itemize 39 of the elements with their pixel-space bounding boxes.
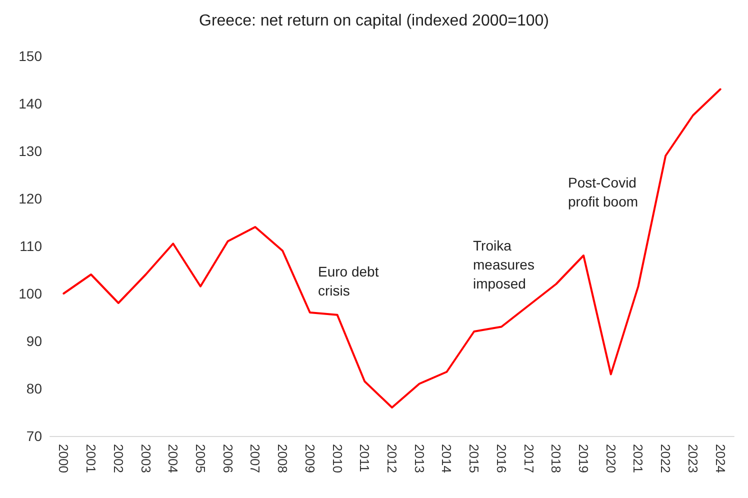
x-tick-label: 2003 bbox=[138, 444, 154, 473]
x-tick-label: 2021 bbox=[630, 444, 646, 473]
x-tick-label: 2020 bbox=[603, 444, 618, 473]
x-tick-label: 2023 bbox=[685, 444, 700, 473]
x-tick-label: 2010 bbox=[330, 444, 345, 473]
y-tick-label: 150 bbox=[18, 48, 42, 64]
x-tick-label: 2024 bbox=[712, 444, 728, 473]
x-tick-label: 2013 bbox=[412, 444, 427, 473]
x-tick-label: 2012 bbox=[384, 444, 400, 473]
x-tick-label: 2004 bbox=[166, 444, 181, 473]
y-tick-label: 100 bbox=[18, 286, 42, 302]
annotation: Troika measures imposed bbox=[473, 238, 534, 292]
x-tick-label: 2019 bbox=[576, 444, 592, 473]
x-tick-label: 2006 bbox=[220, 444, 236, 473]
x-tick-label: 2000 bbox=[56, 444, 72, 473]
x-tick-label: 2007 bbox=[248, 444, 263, 473]
x-tick-label: 2005 bbox=[192, 444, 208, 473]
annotation: Euro debt crisis bbox=[318, 264, 379, 298]
x-tick-label: 2018 bbox=[548, 444, 564, 473]
y-tick-label: 130 bbox=[18, 143, 42, 159]
x-tick-label: 2017 bbox=[521, 444, 536, 473]
y-tick-label: 110 bbox=[20, 238, 42, 254]
y-tick-label: 120 bbox=[18, 190, 42, 206]
x-tick-label: 2009 bbox=[302, 444, 318, 473]
x-tick-label: 2015 bbox=[466, 444, 482, 473]
x-tick-label: 2016 bbox=[494, 444, 509, 473]
x-tick-label: 2001 bbox=[84, 444, 99, 473]
y-tick-label: 70 bbox=[26, 428, 42, 444]
x-tick-label: 2011 bbox=[357, 444, 372, 472]
y-tick-label: 80 bbox=[26, 380, 42, 396]
x-tick-label: 2002 bbox=[110, 444, 126, 473]
annotation: Post-Covid profit boom bbox=[568, 174, 638, 210]
y-tick-label: 90 bbox=[26, 333, 42, 349]
line-series bbox=[62, 88, 722, 408]
x-tick-label: 2014 bbox=[439, 444, 454, 473]
x-tick-label: 2022 bbox=[658, 444, 674, 473]
y-tick-label: 140 bbox=[18, 96, 42, 112]
chart-title: Greece: net return on capital (indexed 2000=100) bbox=[198, 12, 550, 30]
x-tick-label: 2008 bbox=[275, 444, 290, 473]
